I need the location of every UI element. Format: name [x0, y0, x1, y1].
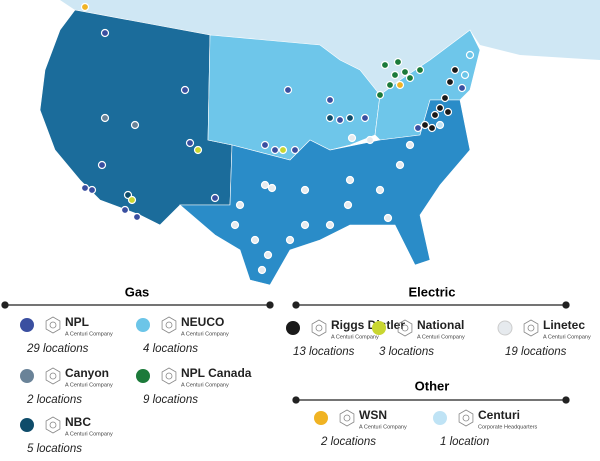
logo-icon: [397, 319, 413, 337]
legend-name: NEUCO: [181, 315, 224, 329]
group-title: Electric: [409, 284, 456, 299]
logo-icon: [165, 321, 173, 329]
legend-subtitle: A Centuri Company: [65, 431, 113, 437]
logo-icon: [343, 414, 351, 422]
logo-icon: [45, 316, 61, 334]
legend-swatch: [433, 411, 447, 425]
legend-name: WSN: [359, 408, 387, 422]
logo-icon: [523, 319, 539, 337]
legend-count: 1 location: [440, 436, 489, 448]
legend-count: 2 locations: [320, 436, 376, 448]
legend-subtitle: Corporate Headquarters: [478, 424, 538, 430]
logo-icon: [165, 372, 173, 380]
legend-name: Centuri: [478, 408, 520, 422]
group-title: Gas: [125, 284, 150, 299]
legend-swatch: [286, 321, 300, 335]
legend-name: NPL: [65, 315, 89, 329]
legend-count: 29 locations: [26, 343, 89, 355]
legend-count: 9 locations: [143, 394, 198, 406]
legend-name: Canyon: [65, 366, 109, 380]
legend-subtitle: A Centuri Company: [543, 334, 591, 340]
legend-swatch: [314, 411, 328, 425]
map: [0, 0, 600, 286]
logo-icon: [339, 409, 355, 427]
legend-count: 13 locations: [293, 346, 355, 358]
legend-subtitle: A Centuri Company: [359, 424, 407, 430]
logo-icon: [161, 316, 177, 334]
legend-subtitle: A Centuri Company: [65, 382, 113, 388]
legend-name: NBC: [65, 415, 91, 429]
legend-swatch: [136, 369, 150, 383]
logo-icon: [45, 367, 61, 385]
logo-icon: [49, 321, 57, 329]
logo-icon: [527, 324, 535, 332]
logo-icon: [49, 372, 57, 380]
legend-name: Linetec: [543, 318, 585, 332]
logo-icon: [401, 324, 409, 332]
logo-icon: [458, 409, 474, 427]
legend-subtitle: A Centuri Company: [181, 382, 229, 388]
legend-name: National: [417, 318, 464, 332]
legend-count: 5 locations: [27, 443, 82, 455]
legend-swatch: [20, 318, 34, 332]
logo-icon: [49, 421, 57, 429]
legend-swatch: [20, 369, 34, 383]
logo-icon: [311, 319, 327, 337]
legend-subtitle: A Centuri Company: [65, 331, 113, 337]
legend-subtitle: A Centuri Company: [181, 331, 229, 337]
legend-count: 2 locations: [26, 394, 82, 406]
logo-icon: [161, 367, 177, 385]
legend-swatch: [20, 418, 34, 432]
legend-count: 3 locations: [379, 346, 434, 358]
logo-icon: [315, 324, 323, 332]
legend-rules: [1, 301, 570, 404]
logo-icon: [462, 414, 470, 422]
legend-swatch: [136, 318, 150, 332]
group-title: Other: [415, 378, 450, 393]
legend-subtitle: A Centuri Company: [417, 334, 465, 340]
legend-subtitle: A Centuri Company: [331, 334, 379, 340]
legend-swatch: [372, 321, 386, 335]
legend-count: 4 locations: [143, 343, 198, 355]
legend-swatch: [497, 320, 513, 336]
legend-name: Riggs Distler: [331, 318, 405, 332]
logo-icon: [45, 416, 61, 434]
legend-count: 19 locations: [505, 346, 567, 358]
legend-name: NPL Canada: [181, 366, 252, 380]
